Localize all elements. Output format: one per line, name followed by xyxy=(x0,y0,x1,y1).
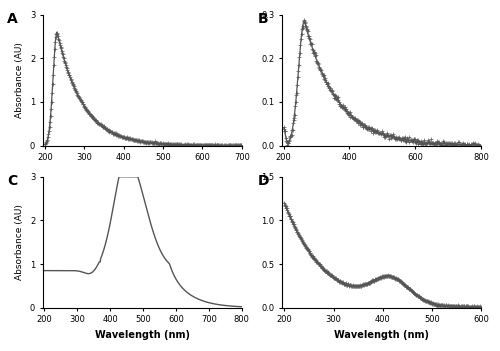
Text: B: B xyxy=(258,12,268,26)
Text: D: D xyxy=(258,174,270,188)
Text: C: C xyxy=(7,174,18,188)
X-axis label: Wavelength (nm): Wavelength (nm) xyxy=(95,330,190,340)
Text: A: A xyxy=(7,12,18,26)
Y-axis label: Absorbance (AU): Absorbance (AU) xyxy=(15,42,24,118)
Y-axis label: Absorbance (AU): Absorbance (AU) xyxy=(15,204,24,280)
X-axis label: Wavelength (nm): Wavelength (nm) xyxy=(334,330,429,340)
